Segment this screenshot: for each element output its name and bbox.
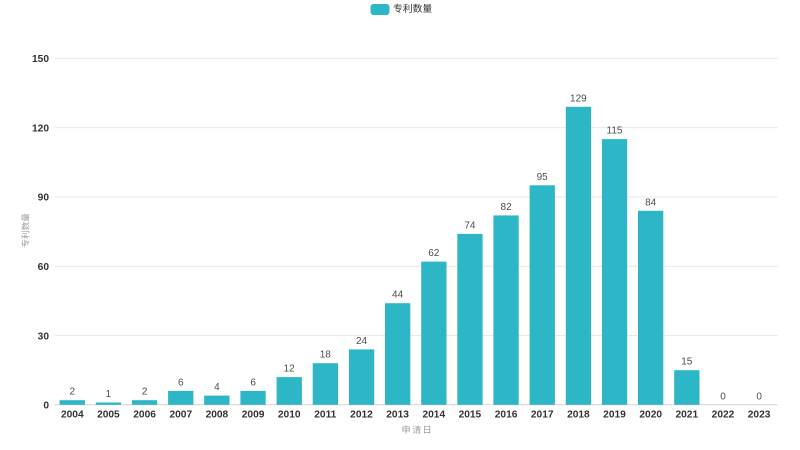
svg-text:2019: 2019: [603, 410, 626, 421]
svg-text:62: 62: [428, 248, 440, 259]
svg-text:24: 24: [356, 336, 368, 347]
svg-text:2007: 2007: [169, 410, 192, 421]
svg-text:0: 0: [43, 401, 49, 412]
svg-text:60: 60: [38, 262, 50, 273]
svg-text:2004: 2004: [61, 410, 84, 421]
svg-text:6: 6: [250, 377, 256, 388]
svg-text:18: 18: [320, 350, 332, 361]
svg-text:115: 115: [607, 126, 623, 137]
svg-text:12: 12: [284, 364, 296, 375]
svg-text:2017: 2017: [531, 410, 554, 421]
svg-text:15: 15: [681, 357, 693, 368]
svg-text:2: 2: [70, 387, 76, 398]
svg-text:0: 0: [756, 391, 762, 402]
svg-text:1: 1: [106, 389, 112, 400]
svg-text:2013: 2013: [386, 410, 409, 421]
svg-text:2016: 2016: [495, 410, 518, 421]
svg-text:2022: 2022: [712, 410, 735, 421]
svg-text:2015: 2015: [459, 410, 482, 421]
svg-text:2010: 2010: [278, 410, 301, 421]
svg-text:95: 95: [537, 172, 549, 183]
svg-text:2018: 2018: [567, 410, 590, 421]
svg-text:84: 84: [645, 197, 657, 208]
svg-text:2023: 2023: [748, 410, 771, 421]
svg-text:2006: 2006: [133, 410, 156, 421]
svg-text:2011: 2011: [314, 410, 336, 421]
svg-text:2009: 2009: [242, 410, 265, 421]
svg-text:2014: 2014: [422, 410, 445, 421]
svg-text:4: 4: [214, 382, 220, 393]
svg-text:90: 90: [38, 193, 50, 204]
svg-text:6: 6: [178, 377, 184, 388]
svg-text:0: 0: [720, 391, 726, 402]
svg-text:2021: 2021: [675, 410, 698, 421]
svg-text:2012: 2012: [350, 410, 373, 421]
svg-text:120: 120: [32, 123, 49, 134]
svg-text:82: 82: [501, 202, 513, 213]
svg-text:129: 129: [570, 93, 587, 104]
svg-text:2005: 2005: [97, 410, 120, 421]
svg-text:44: 44: [392, 290, 404, 301]
svg-text:2: 2: [142, 387, 148, 398]
svg-text:150: 150: [32, 54, 49, 65]
svg-text:2020: 2020: [639, 410, 662, 421]
svg-text:30: 30: [38, 331, 50, 342]
svg-text:74: 74: [464, 220, 476, 231]
svg-text:2008: 2008: [206, 410, 229, 421]
